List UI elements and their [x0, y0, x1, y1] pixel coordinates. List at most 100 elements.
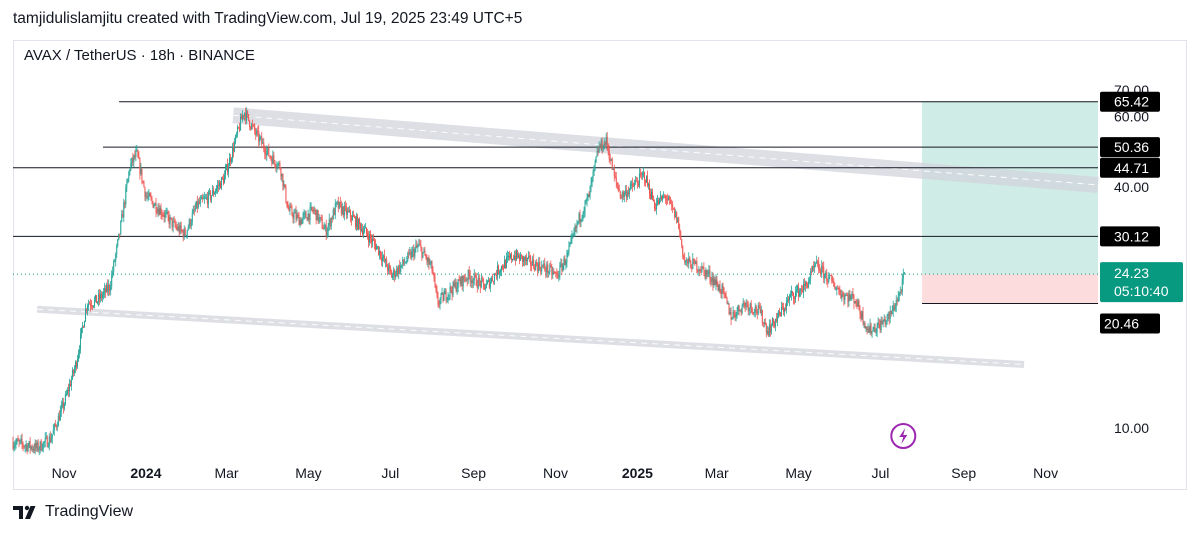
- tradingview-brand[interactable]: TradingView: [13, 503, 133, 521]
- candle-body: [562, 264, 564, 271]
- candle-body: [121, 214, 123, 222]
- candle-body: [484, 288, 486, 290]
- candle-body: [496, 265, 498, 277]
- candle-body: [795, 291, 797, 299]
- candle-body: [109, 285, 111, 291]
- candle-body: [506, 256, 508, 258]
- candle-body: [543, 263, 545, 267]
- candle-body: [534, 267, 536, 271]
- candle-body: [74, 362, 76, 369]
- candle-body: [390, 268, 392, 272]
- candle-body: [273, 155, 275, 161]
- candle-body: [692, 258, 694, 270]
- candle-body: [425, 255, 427, 258]
- candle-body: [217, 185, 219, 187]
- candle-body: [13, 446, 15, 449]
- candle-body: [134, 155, 136, 157]
- candle-body: [271, 158, 273, 164]
- candle-body: [12, 442, 14, 449]
- candle-body: [819, 269, 821, 271]
- candle-body: [154, 203, 156, 206]
- candle-body: [127, 178, 129, 184]
- candle-body: [808, 281, 810, 288]
- candle-body: [838, 288, 840, 291]
- candle-body: [426, 257, 428, 262]
- candle-body: [683, 255, 685, 259]
- candle-body: [339, 201, 341, 204]
- candle-body: [332, 209, 334, 220]
- candle-body: [569, 242, 571, 247]
- candle-body: [59, 410, 61, 421]
- candle-body: [678, 217, 680, 229]
- candle-body: [132, 157, 134, 162]
- candle-body: [868, 328, 870, 333]
- level-tag-label: 30.12: [1114, 228, 1149, 244]
- candle-body: [462, 275, 464, 287]
- candle-body: [139, 158, 141, 174]
- candle-body: [463, 275, 465, 280]
- candle-body: [672, 204, 674, 209]
- candle-body: [81, 326, 83, 328]
- candle-body: [182, 231, 184, 238]
- candle-body: [764, 322, 766, 325]
- candle-body: [272, 155, 274, 164]
- candle-body: [809, 279, 811, 282]
- candle-body: [546, 264, 548, 273]
- x-tick-label: Nov: [543, 465, 568, 481]
- candle-body: [30, 446, 32, 449]
- candle-body: [574, 226, 576, 233]
- candle-body: [498, 272, 500, 274]
- candle-body: [461, 276, 463, 287]
- candle-body: [560, 263, 562, 266]
- candle-body: [866, 326, 868, 330]
- candle-body: [359, 223, 361, 231]
- candle-body: [694, 259, 696, 264]
- candle-body: [737, 305, 739, 311]
- candle-body: [385, 259, 387, 262]
- candle-body: [95, 295, 97, 300]
- candle-body: [235, 135, 237, 143]
- candle-body: [645, 176, 647, 183]
- candle-body: [857, 300, 859, 307]
- candle-body: [103, 291, 105, 296]
- candle-body: [726, 298, 728, 304]
- candle-body: [148, 193, 150, 197]
- candle-body: [862, 311, 864, 324]
- candle-body: [149, 193, 151, 197]
- candle-body: [687, 259, 689, 264]
- candle-body: [676, 212, 678, 223]
- candle-body: [535, 262, 537, 271]
- candle-body: [330, 217, 332, 227]
- candle-body: [582, 214, 584, 219]
- candle-body: [488, 279, 490, 288]
- candle-body: [768, 324, 770, 336]
- y-tick-label: 40.00: [1114, 179, 1149, 195]
- x-tick-label: May: [785, 465, 811, 481]
- stop-tag: [1100, 313, 1160, 334]
- candle-body: [763, 322, 765, 324]
- candle-body: [419, 244, 421, 246]
- candle-body: [106, 284, 108, 293]
- candle-body: [860, 313, 862, 319]
- candle-body: [787, 299, 789, 301]
- candle-body: [473, 274, 475, 280]
- candle-body: [792, 291, 794, 294]
- candle-body: [765, 324, 767, 334]
- candle-body: [749, 303, 751, 309]
- candle-body: [460, 276, 462, 285]
- candle-body: [788, 296, 790, 301]
- candle-body: [805, 282, 807, 286]
- candle-body: [772, 318, 774, 324]
- candle-body: [331, 217, 333, 220]
- candle-body: [554, 271, 556, 273]
- candle-body: [179, 225, 181, 233]
- x-tick-label: Nov: [1033, 465, 1058, 481]
- candle-body: [696, 261, 698, 271]
- candle-body: [122, 214, 124, 218]
- candle-body: [594, 162, 596, 166]
- candle-body: [286, 201, 288, 207]
- candle-body: [883, 319, 885, 321]
- candle-body: [163, 215, 165, 218]
- candle-body: [650, 194, 652, 199]
